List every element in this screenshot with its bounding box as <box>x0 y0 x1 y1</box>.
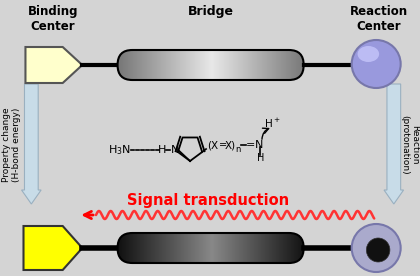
Text: Bridge: Bridge <box>188 5 234 18</box>
Text: X): X) <box>225 140 236 150</box>
Ellipse shape <box>366 238 390 262</box>
Text: Reaction
(protonation): Reaction (protonation) <box>400 115 419 175</box>
Text: (X: (X <box>207 140 218 150</box>
Ellipse shape <box>352 224 401 272</box>
Text: Binding
Center: Binding Center <box>28 5 78 33</box>
Text: Signal transduction: Signal transduction <box>126 192 289 208</box>
Text: Reaction
Center: Reaction Center <box>350 5 408 33</box>
Text: H$_3$N: H$_3$N <box>108 143 131 157</box>
Ellipse shape <box>352 40 401 88</box>
Text: N: N <box>255 140 263 150</box>
Text: H$^+$: H$^+$ <box>264 116 281 129</box>
FancyArrow shape <box>21 84 41 204</box>
Polygon shape <box>26 47 82 83</box>
Text: Property change
(H-bond energy): Property change (H-bond energy) <box>2 108 21 182</box>
Text: N: N <box>171 145 179 155</box>
Text: H: H <box>158 145 166 155</box>
Text: =: = <box>246 140 256 150</box>
Ellipse shape <box>357 46 379 62</box>
FancyArrow shape <box>384 84 404 204</box>
Text: n: n <box>236 145 241 153</box>
Polygon shape <box>24 226 82 270</box>
Text: =: = <box>219 140 227 150</box>
Text: H: H <box>257 153 264 163</box>
